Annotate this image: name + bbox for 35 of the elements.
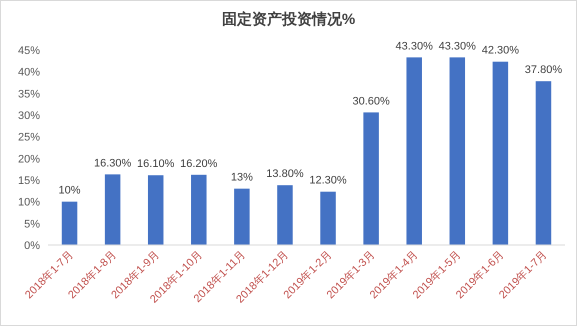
data-label: 13.80% (266, 168, 304, 180)
y-tick-label: 20% (18, 153, 40, 166)
data-label: 16.20% (180, 158, 218, 170)
data-label: 10% (58, 184, 81, 197)
bar (450, 57, 466, 245)
data-label: 43.30% (396, 40, 434, 52)
y-tick-label: 40% (18, 66, 40, 79)
bar (148, 175, 164, 245)
bar (191, 174, 207, 245)
bar (320, 192, 336, 245)
bar (363, 112, 379, 245)
bar (406, 57, 422, 245)
y-tick-label: 15% (18, 175, 40, 187)
data-label: 12.30% (309, 174, 347, 187)
y-tick-label: 5% (24, 218, 40, 230)
chart-title: 固定资产投资情况% (222, 10, 356, 28)
bar (234, 188, 250, 245)
data-label: 16.30% (94, 157, 132, 170)
data-label: 16.10% (137, 158, 175, 170)
bar (536, 81, 552, 245)
bar (492, 62, 508, 245)
y-tick-label: 25% (18, 132, 40, 144)
y-tick-label: 0% (24, 240, 40, 252)
data-label: 37.80% (524, 64, 562, 76)
data-label: 42.30% (482, 44, 520, 57)
bar (62, 202, 78, 245)
y-tick-label: 30% (18, 110, 40, 122)
bar (104, 174, 120, 245)
bar (277, 185, 293, 245)
y-tick-label: 10% (18, 196, 40, 209)
y-tick-label: 35% (18, 88, 40, 100)
data-label: 13% (230, 172, 254, 184)
data-label: 43.30% (438, 40, 476, 52)
y-tick-label: 45% (18, 45, 40, 57)
data-label: 30.60% (352, 95, 390, 108)
